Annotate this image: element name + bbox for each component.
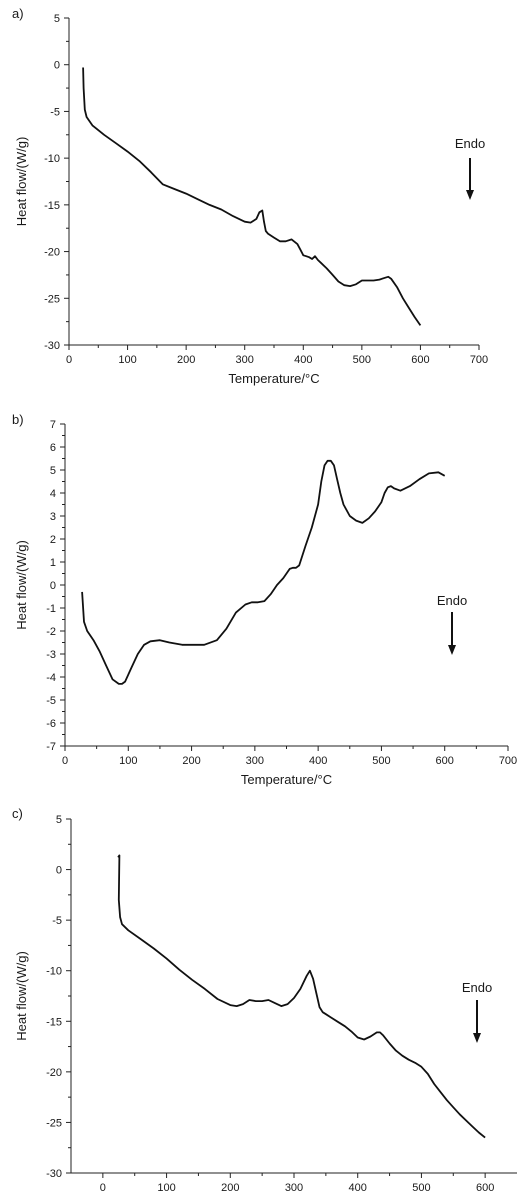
y-tick-label: 5 (56, 814, 62, 826)
x-tick-label: 500 (353, 354, 371, 366)
y-axis-title: Heat flow/(W/g) (14, 951, 29, 1041)
x-tick-label: 500 (372, 755, 390, 767)
x-tick-label: 700 (499, 755, 517, 767)
x-axis-title: Temperature/°C (241, 772, 332, 787)
x-tick-label: 600 (476, 1182, 494, 1194)
y-tick-label: -1 (46, 603, 56, 615)
series-line (81, 459, 446, 685)
series-line (117, 854, 486, 1139)
x-tick-label: 100 (119, 755, 137, 767)
x-tick-label: 100 (118, 354, 136, 366)
y-tick-label: -5 (52, 915, 62, 927)
y-tick-label: 1 (50, 557, 56, 569)
x-tick-label: 300 (236, 354, 254, 366)
x-tick-label: 200 (221, 1182, 239, 1194)
endo-arrow-head (466, 190, 474, 200)
y-tick-label: -25 (44, 293, 60, 305)
chart-panel-b: b) -7 -6 -5 -4 -3 -2 -1 0 1 2 3 4 5 6 7 0 100 200 300 400 500… (12, 412, 517, 787)
y-tick-label: 2 (50, 534, 56, 546)
x-tick-label: 0 (66, 354, 72, 366)
y-tick-label: 5 (50, 465, 56, 477)
y-tick-label: 6 (50, 442, 56, 454)
x-tick-label: 300 (285, 1182, 303, 1194)
x-tick-label: 100 (157, 1182, 175, 1194)
x-tick-label: 200 (182, 755, 200, 767)
x-axis-title: Temperature/°C (228, 371, 319, 386)
x-tick-label: 600 (436, 755, 454, 767)
x-tick-label: 500 (412, 1182, 430, 1194)
y-tick-label: -3 (46, 649, 56, 661)
y-tick-label: 4 (50, 488, 56, 500)
y-tick-label: -5 (46, 695, 56, 707)
y-tick-label: 0 (50, 580, 56, 592)
y-tick-label: -20 (46, 1067, 62, 1079)
y-tick-label: -10 (44, 153, 60, 165)
y-tick-label: 0 (54, 60, 60, 72)
x-axis-title: Temperature/°C (248, 1199, 339, 1201)
y-tick-label: -30 (46, 1168, 62, 1180)
y-tick-label: -7 (46, 741, 56, 753)
panel-label: a) (12, 6, 24, 21)
endo-label: Endo (462, 980, 492, 995)
y-tick-label: -5 (50, 106, 60, 118)
panel-label: b) (12, 412, 24, 427)
y-axis-title: Heat flow/(W/g) (14, 540, 29, 630)
endo-arrow-head (448, 645, 456, 655)
x-tick-label: 0 (100, 1182, 106, 1194)
x-tick-label: 400 (294, 354, 312, 366)
y-tick-label: -15 (44, 200, 60, 212)
y-tick-label: -6 (46, 718, 56, 730)
y-tick-label: -2 (46, 626, 56, 638)
x-tick-label: 600 (411, 354, 429, 366)
y-tick-label: -25 (46, 1117, 62, 1129)
x-tick-label: 0 (62, 755, 68, 767)
x-tick-label: 400 (349, 1182, 367, 1194)
y-tick-label: 7 (50, 419, 56, 431)
x-tick-label: 700 (470, 354, 488, 366)
series-line (82, 67, 422, 326)
y-tick-label: -20 (44, 247, 60, 259)
panel-label: c) (12, 806, 23, 821)
endo-label: Endo (437, 593, 467, 608)
x-tick-label: 400 (309, 755, 327, 767)
y-tick-label: 0 (56, 865, 62, 877)
y-axis-title: Heat flow/(W/g) (14, 137, 29, 227)
y-tick-label: -4 (46, 672, 56, 684)
x-tick-label: 200 (177, 354, 195, 366)
y-tick-label: 3 (50, 511, 56, 523)
endo-label: Endo (455, 136, 485, 151)
y-tick-label: -15 (46, 1016, 62, 1028)
y-tick-label: -30 (44, 340, 60, 352)
y-tick-label: 5 (54, 13, 60, 25)
x-tick-label: 300 (246, 755, 264, 767)
y-tick-label: -10 (46, 966, 62, 978)
endo-arrow-head (473, 1033, 481, 1043)
